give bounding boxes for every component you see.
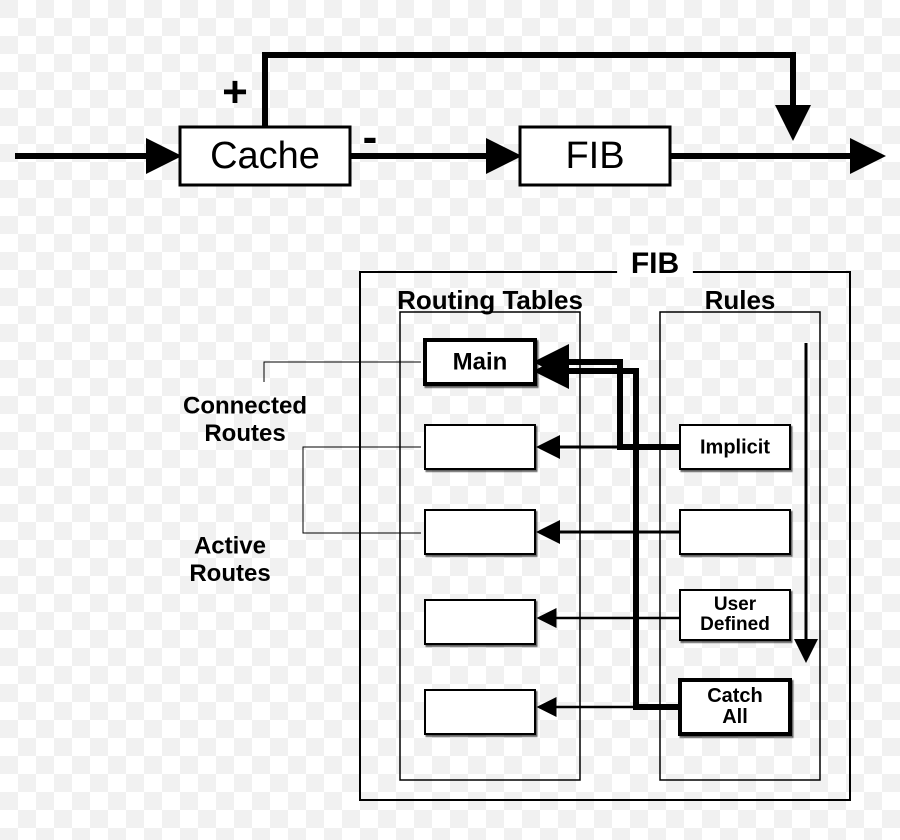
routing-table-box-4 [425, 690, 535, 734]
connected-routes-label-line-0: Connected [183, 392, 307, 419]
routing-tables-title: Routing Tables [397, 285, 583, 315]
routing-table-box-1 [425, 425, 535, 469]
rules-box-1 [680, 510, 790, 554]
plus-label: + [222, 68, 248, 117]
rules-box-2-label-1: Defined [700, 614, 770, 635]
fib-box-label: FIB [565, 135, 624, 177]
routing-table-box-3 [425, 600, 535, 644]
rules-box-2-label-0: User [714, 594, 757, 615]
routing-table-box-2 [425, 510, 535, 554]
active-routes-label-line-0: Active [194, 532, 266, 559]
rules-title: Rules [705, 285, 776, 315]
minus-label: - [363, 113, 378, 162]
rules-box-3-label-1: All [722, 706, 748, 728]
cache-box-label: Cache [210, 135, 320, 177]
active-routes-label-line-1: Routes [189, 560, 270, 587]
rules-box-0-label: Implicit [700, 436, 770, 458]
rules-box-3-label-0: Catch [707, 685, 763, 707]
routing-table-box-0-label: Main [453, 349, 508, 376]
connected-routes-label-line-1: Routes [204, 420, 285, 447]
fib-title: FIB [631, 247, 679, 280]
diagram-canvas: Cache FIB + - FIB Routing Tables Rules Main Impl… [0, 0, 900, 840]
